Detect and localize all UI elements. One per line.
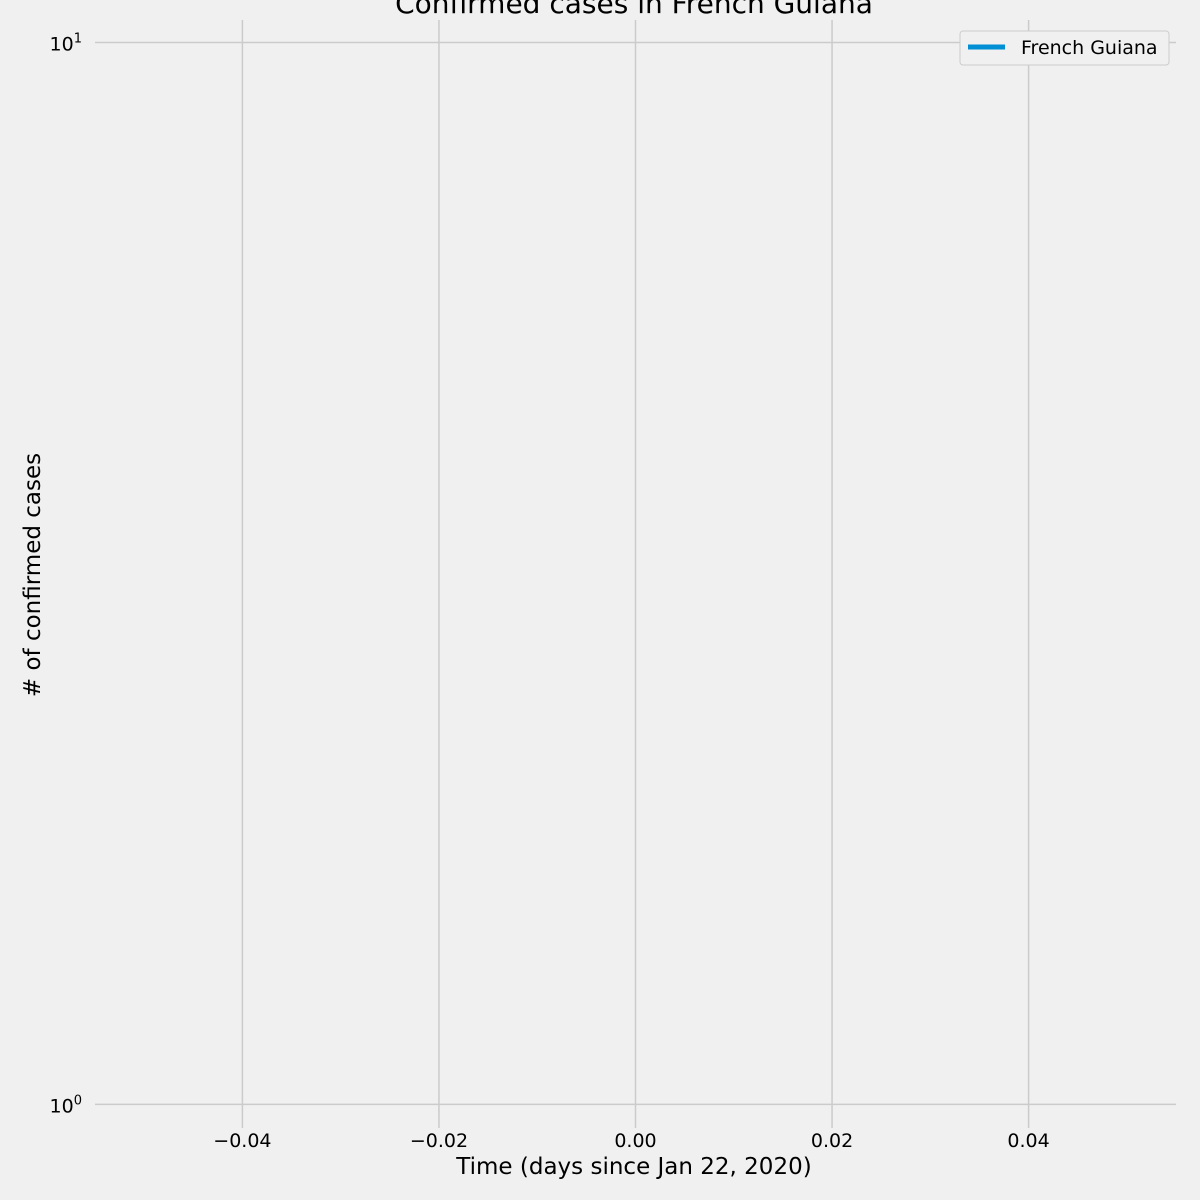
y-tick-label: 100 bbox=[50, 1093, 82, 1117]
chart-title: Confirmed cases in French Guiana bbox=[395, 0, 873, 20]
y-tick-labels: 100 101 bbox=[50, 31, 82, 1117]
legend-label: French Guiana bbox=[1021, 37, 1158, 59]
x-tick-label: −0.04 bbox=[213, 1130, 271, 1152]
y-tick-label: 101 bbox=[50, 31, 82, 55]
x-tick-labels: −0.04 −0.02 0.00 0.02 0.04 bbox=[213, 1130, 1049, 1152]
x-tick-label: 0.02 bbox=[811, 1130, 853, 1152]
x-axis-label: Time (days since Jan 22, 2020) bbox=[455, 1154, 811, 1180]
grid-lines bbox=[95, 20, 1176, 1128]
legend-box bbox=[959, 30, 1170, 66]
y-axis-label: # of confirmed cases bbox=[20, 453, 46, 697]
x-tick-label: −0.02 bbox=[410, 1130, 468, 1152]
x-tick-label: 0.04 bbox=[1007, 1130, 1049, 1152]
legend: French Guiana bbox=[959, 30, 1170, 66]
x-tick-label: 0.00 bbox=[614, 1130, 656, 1152]
